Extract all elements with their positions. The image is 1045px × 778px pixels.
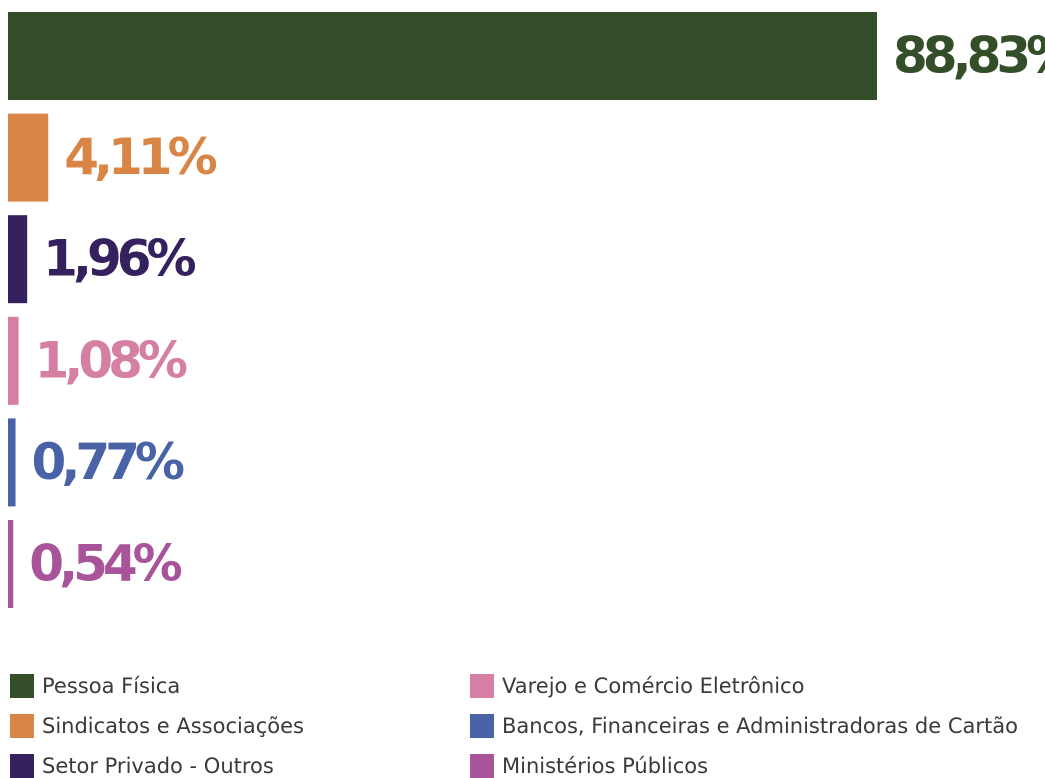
bar bbox=[8, 520, 14, 608]
value-label: 0,54% bbox=[29, 535, 181, 593]
bar bbox=[8, 316, 19, 405]
legend-swatch bbox=[10, 674, 34, 698]
legend-swatch bbox=[470, 674, 494, 698]
bar bbox=[8, 215, 28, 304]
legend-label: Ministérios Públicos bbox=[502, 754, 708, 778]
legend-label: Varejo e Comércio Eletrônico bbox=[502, 674, 804, 698]
legend-swatch bbox=[10, 754, 34, 778]
legend-swatch bbox=[470, 754, 494, 778]
legend-swatch bbox=[470, 714, 494, 738]
value-label: 1,08% bbox=[35, 331, 187, 389]
value-label: 4,11% bbox=[64, 128, 216, 186]
bar bbox=[8, 418, 16, 507]
legend-label: Sindicatos e Associações bbox=[42, 714, 304, 738]
bar bbox=[8, 12, 877, 100]
legend-swatch bbox=[10, 714, 34, 738]
bar bbox=[8, 113, 49, 202]
value-label: 1,96% bbox=[43, 230, 195, 288]
legend-label: Bancos, Financeiras e Administradoras de… bbox=[502, 714, 1018, 738]
value-label: 0,77% bbox=[32, 433, 184, 491]
legend-label: Setor Privado - Outros bbox=[42, 754, 274, 778]
legend-label: Pessoa Física bbox=[42, 674, 180, 698]
value-label: 88,83% bbox=[893, 27, 1045, 85]
